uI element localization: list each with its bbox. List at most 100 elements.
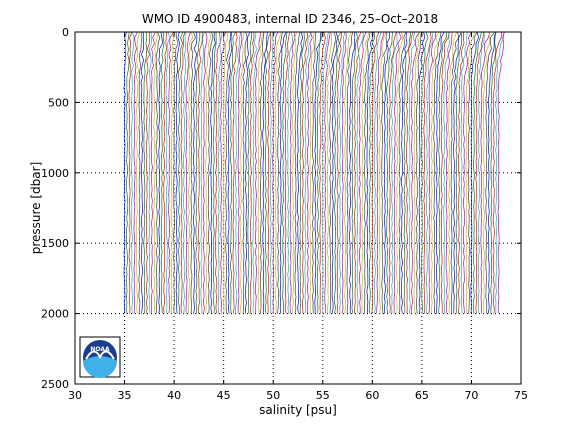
axis-ticks: 30 35 40 45 50 55 60 65 70 75 0 500 1000 1500 2000 2500 — [41, 26, 528, 402]
profile-line — [346, 31, 354, 314]
profile-line — [373, 31, 382, 314]
profile-line — [480, 31, 491, 314]
profile-line — [133, 31, 138, 314]
profile-line — [371, 31, 380, 314]
profile-line — [173, 31, 179, 314]
profile-line — [143, 31, 148, 314]
profile-line — [123, 31, 127, 314]
profile-line — [257, 31, 264, 314]
profile-line — [344, 31, 352, 314]
profile-line — [435, 31, 445, 314]
x-tick-label: 65 — [415, 389, 429, 402]
profile-line — [155, 31, 161, 314]
profile-line — [361, 31, 369, 314]
logo-label: NOAA — [90, 346, 110, 353]
profile-line — [242, 31, 248, 314]
profile-line — [193, 31, 198, 314]
y-tick-label: 1500 — [41, 237, 69, 250]
profile-line — [359, 31, 367, 314]
profile-line — [460, 31, 468, 314]
x-tick-label: 30 — [68, 389, 82, 402]
profile-line — [158, 31, 163, 314]
profile-line — [406, 31, 414, 314]
profile-line — [398, 31, 407, 314]
profile-line — [227, 31, 233, 314]
profile-line — [321, 31, 329, 314]
profile-line — [185, 31, 191, 314]
profile-line — [401, 31, 408, 314]
profile-line — [495, 31, 505, 314]
profile-line — [197, 31, 203, 314]
profile-line — [249, 31, 255, 314]
profile-line — [302, 32, 308, 314]
profile-line — [334, 31, 342, 314]
profile-line — [205, 31, 212, 314]
profile-line — [178, 31, 184, 314]
profile-line — [368, 31, 376, 314]
profile-line — [163, 31, 168, 314]
x-tick-label: 75 — [514, 389, 528, 402]
profile-line — [269, 31, 276, 314]
profile-line — [465, 31, 475, 314]
x-axis-label: salinity [psu] — [259, 403, 337, 417]
profile-line — [210, 31, 216, 314]
profile-line — [420, 31, 429, 314]
profile-line — [319, 31, 326, 314]
profile-line — [274, 31, 281, 314]
profile-line — [386, 31, 393, 314]
profile-line — [287, 31, 294, 314]
profile-line — [381, 31, 388, 314]
profile-line — [128, 31, 133, 314]
profile-line — [366, 31, 374, 314]
profile-line — [438, 31, 447, 314]
profile-line — [376, 31, 385, 314]
profile-line — [450, 31, 460, 314]
y-axis-label: pressure [dbar] — [29, 162, 43, 255]
profile-line — [200, 31, 205, 314]
profile-line — [487, 31, 497, 314]
profile-line — [428, 31, 437, 314]
profile-line — [468, 31, 478, 314]
profile-line — [306, 31, 313, 314]
profile-line — [131, 31, 135, 314]
profile-line — [230, 31, 236, 314]
x-tick-label: 45 — [217, 389, 231, 402]
profile-line — [490, 31, 497, 314]
profile-line — [314, 31, 322, 314]
profile-line — [195, 32, 201, 314]
profile-line — [247, 31, 253, 314]
profile-line — [222, 31, 229, 314]
profile-line — [408, 31, 416, 314]
profile-line — [336, 31, 342, 314]
profile-line — [440, 31, 450, 314]
profile-line — [433, 31, 442, 314]
profile-line — [262, 31, 268, 314]
profile-line — [418, 31, 426, 314]
profile-line — [215, 31, 221, 314]
x-tick-label: 60 — [365, 389, 379, 402]
profile-line — [138, 31, 143, 314]
profile-line — [232, 31, 238, 314]
profile-line — [190, 31, 196, 314]
profile-line — [153, 32, 158, 314]
profile-line — [393, 31, 402, 314]
profile-line — [267, 31, 272, 314]
profile-line — [324, 31, 331, 314]
profile-line — [339, 31, 346, 314]
profile-line — [453, 31, 462, 314]
profile-line — [391, 32, 398, 314]
profile-line — [378, 31, 387, 314]
profile-line — [311, 31, 317, 314]
profile-line — [282, 31, 288, 314]
profile-line — [349, 31, 356, 314]
profile-line — [297, 31, 304, 314]
profile-line — [472, 31, 482, 314]
profile-line — [470, 31, 480, 314]
profile-line — [443, 31, 450, 314]
x-tick-label: 40 — [167, 389, 181, 402]
profile-line — [237, 31, 243, 314]
profile-line — [259, 31, 265, 314]
profile-line — [492, 31, 503, 314]
profile-line — [188, 31, 194, 314]
